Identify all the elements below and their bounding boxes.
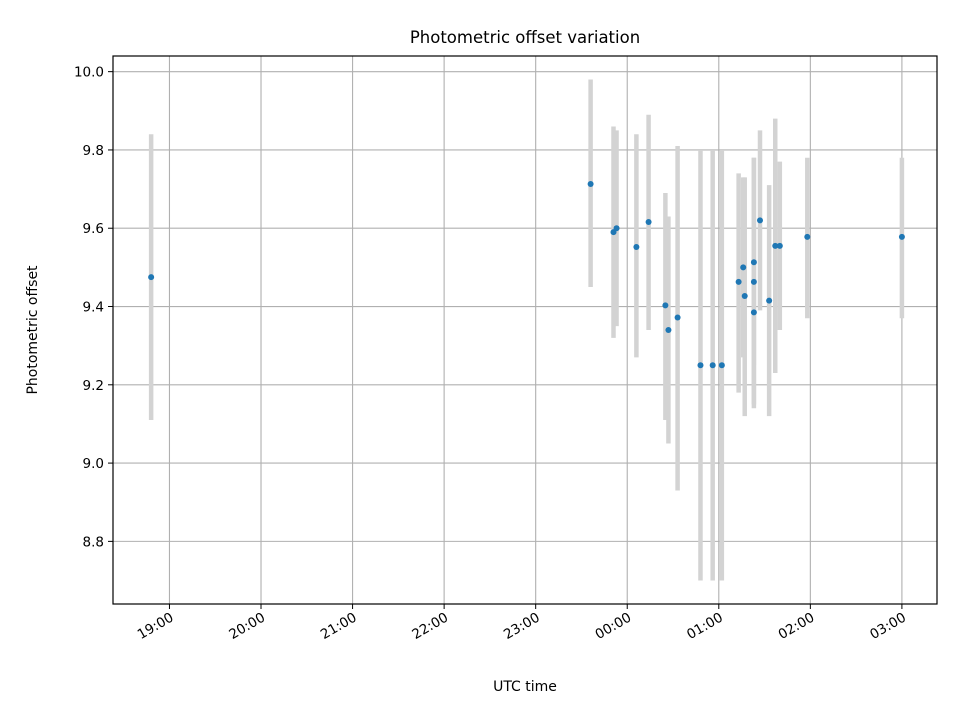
data-points bbox=[148, 180, 905, 369]
y-axis-label: Photometric offset bbox=[25, 265, 41, 395]
data-point bbox=[709, 362, 716, 369]
y-tick-label: 9.8 bbox=[83, 143, 104, 159]
data-point bbox=[776, 242, 783, 249]
y-tick-label: 8.8 bbox=[83, 534, 104, 550]
grid-lines bbox=[113, 56, 937, 604]
data-point bbox=[662, 302, 669, 309]
data-point bbox=[741, 292, 748, 299]
y-tick-label: 9.2 bbox=[83, 378, 104, 394]
data-point bbox=[148, 274, 155, 281]
chart-title: Photometric offset variation bbox=[410, 28, 640, 47]
data-point bbox=[665, 327, 672, 333]
data-point bbox=[674, 314, 681, 321]
data-point bbox=[898, 233, 905, 240]
data-point bbox=[613, 225, 620, 232]
data-point bbox=[750, 259, 757, 266]
data-point bbox=[750, 278, 757, 285]
y-tick-label: 9.4 bbox=[83, 300, 104, 316]
data-point bbox=[587, 180, 594, 187]
data-point bbox=[804, 233, 811, 240]
data-point bbox=[750, 309, 757, 316]
data-point bbox=[697, 362, 704, 369]
data-point bbox=[633, 244, 640, 251]
data-point bbox=[766, 297, 773, 304]
data-point bbox=[735, 278, 742, 285]
y-tick-label: 9.0 bbox=[83, 456, 104, 472]
x-axis-label: UTC time bbox=[493, 679, 557, 695]
data-point bbox=[740, 264, 747, 271]
plot-area-frame bbox=[112, 55, 938, 605]
data-point bbox=[718, 362, 725, 369]
data-point bbox=[772, 242, 779, 249]
y-tick-label: 9.6 bbox=[83, 221, 104, 237]
data-point bbox=[645, 218, 652, 225]
data-point bbox=[756, 217, 763, 224]
y-tick-label: 10.0 bbox=[74, 65, 104, 81]
